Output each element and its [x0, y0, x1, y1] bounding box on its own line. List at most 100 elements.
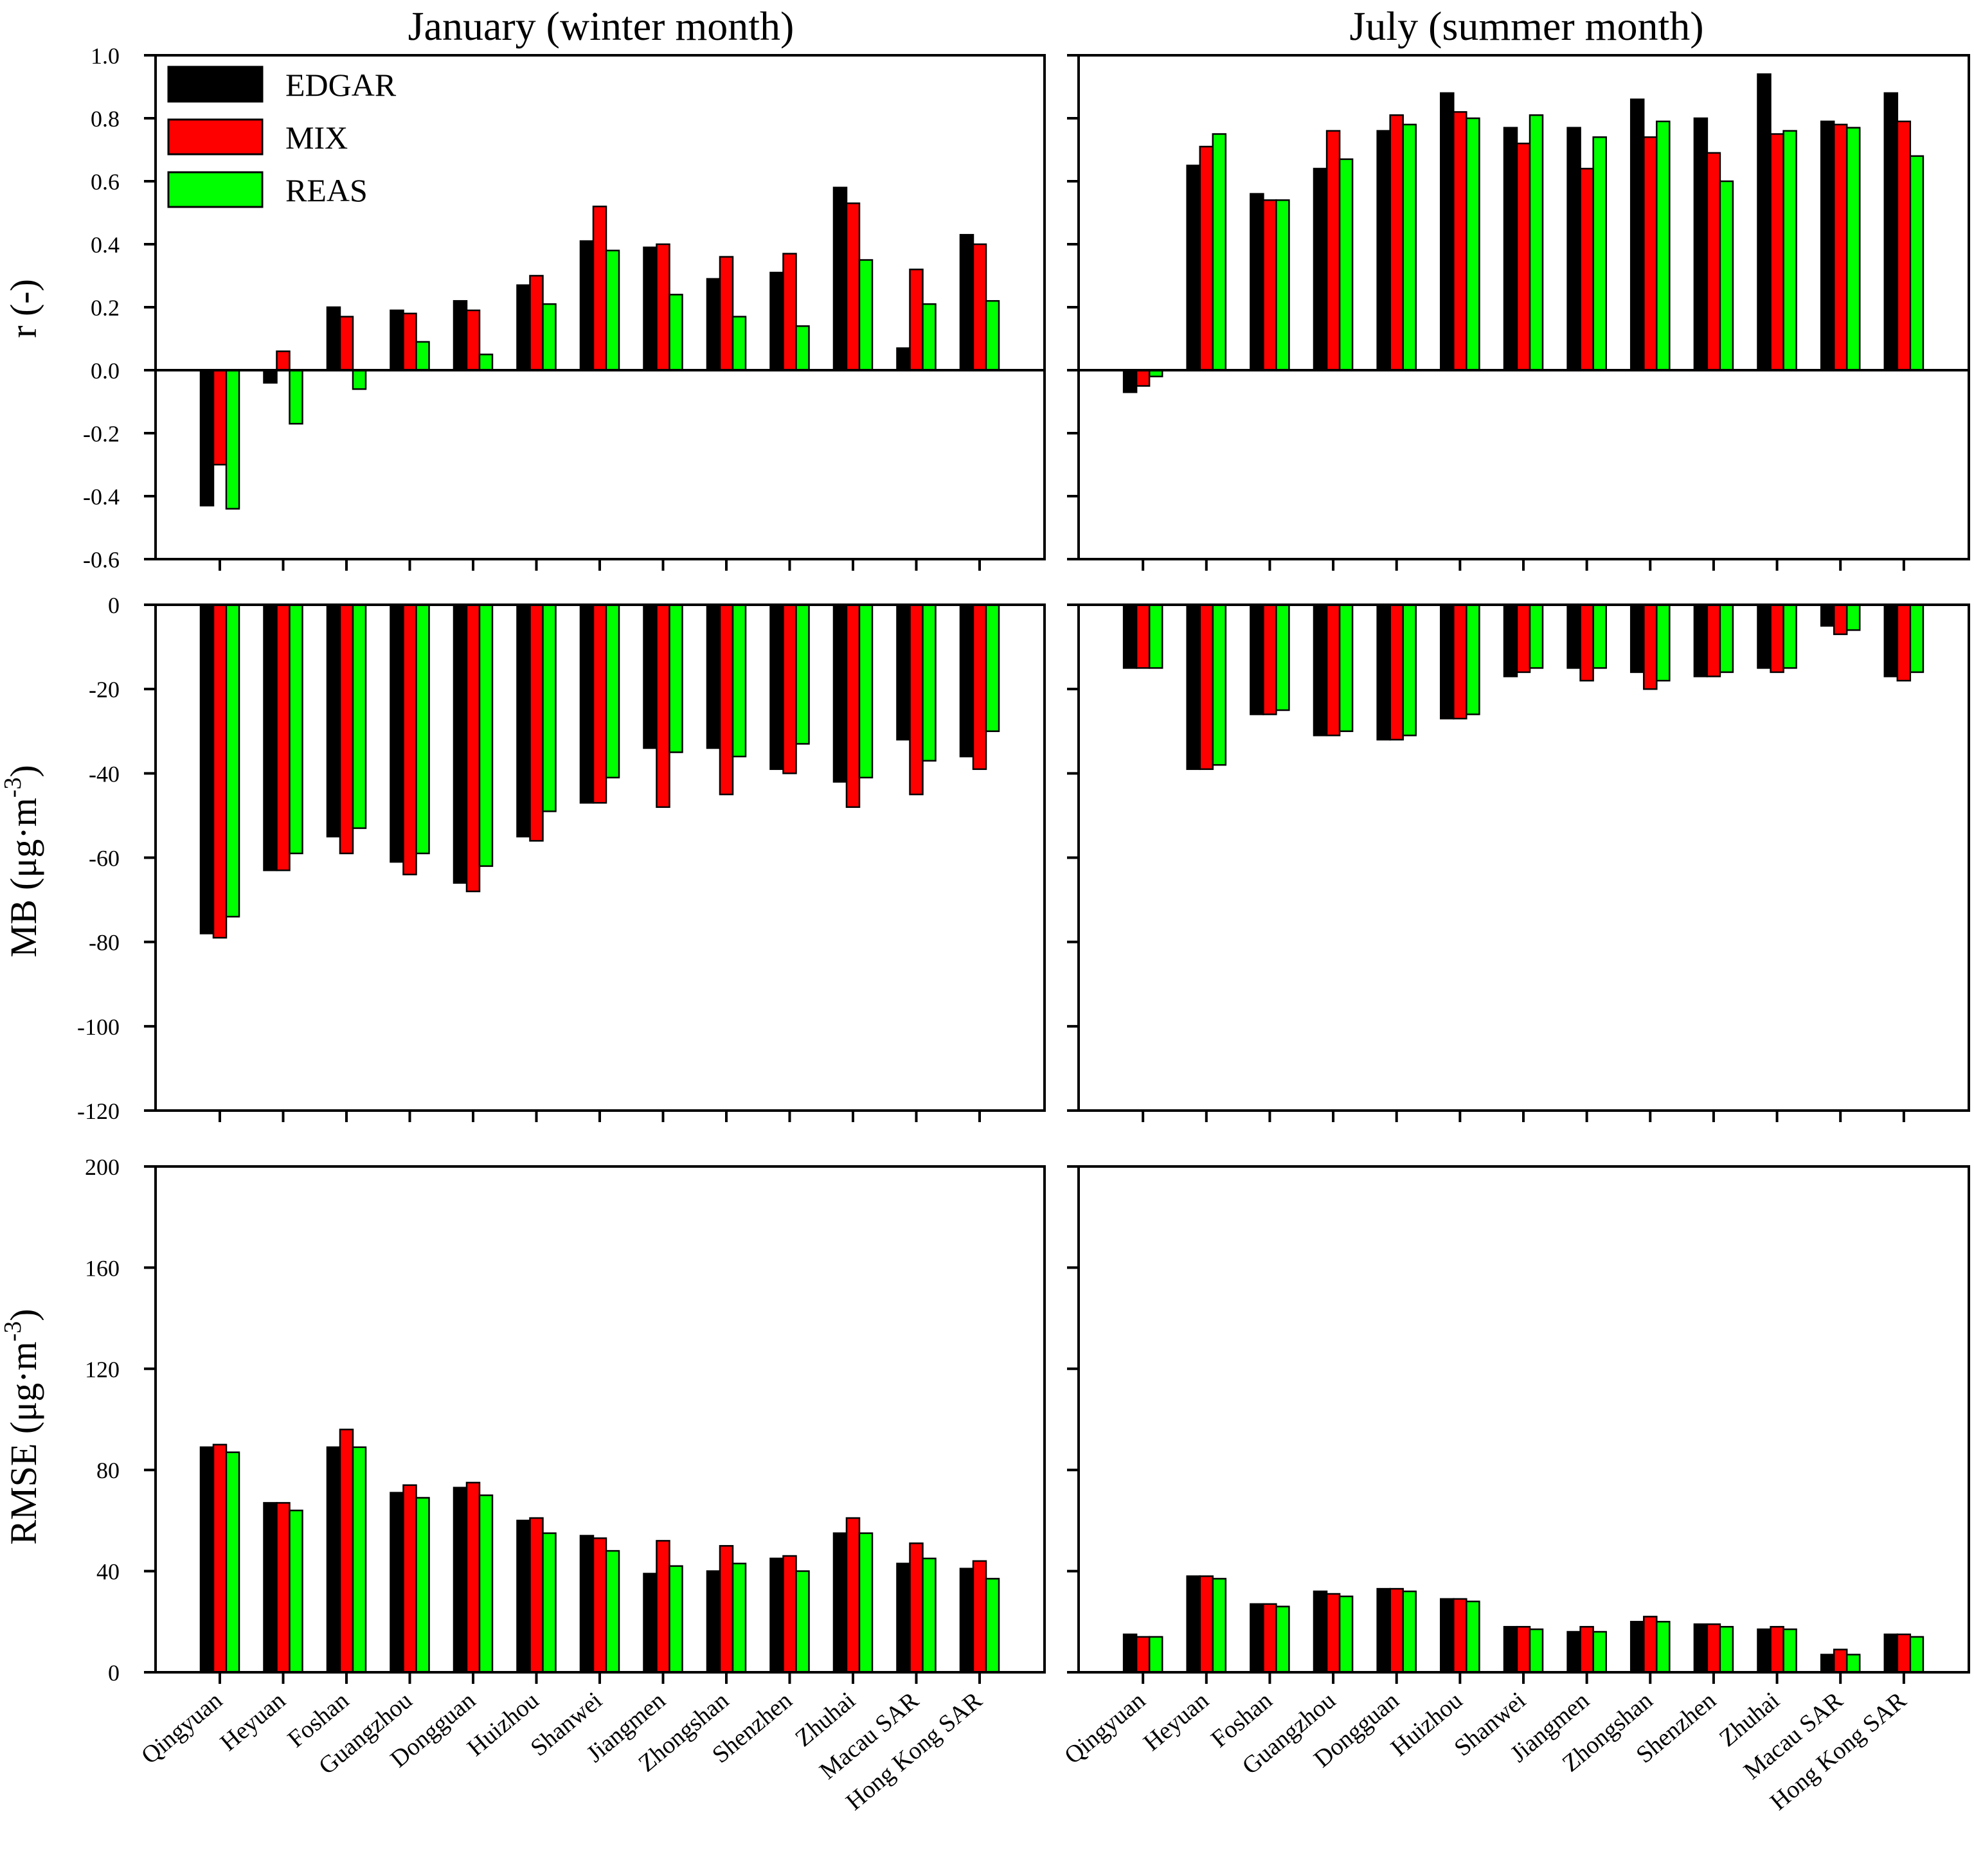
y-tick-label: 0.4 — [91, 232, 120, 258]
bar-reas-jiangmen — [1592, 1630, 1607, 1674]
bar-mix-heyuan — [276, 603, 291, 871]
bar-mix-huizhou — [1453, 1598, 1467, 1674]
bar-edgar-shenzhen — [1693, 1623, 1709, 1674]
bar-edgar-huizhou — [1440, 1598, 1455, 1674]
bar-reas-hong-kong-sar — [1909, 1636, 1925, 1674]
bar-mix-dongguan — [465, 603, 481, 893]
bar-mix-hong-kong-sar — [972, 603, 987, 771]
y-tick-label: 0 — [108, 1660, 120, 1686]
ylabel-rmse-close: ) — [3, 1309, 44, 1321]
y-tick-label: 160 — [85, 1255, 120, 1281]
ylabel-mb-close: ) — [3, 765, 44, 777]
bar-edgar-macau-sar — [896, 603, 911, 741]
bar-mix-shanwei — [1516, 142, 1531, 371]
bar-edgar-heyuan — [263, 369, 278, 384]
bar-mix-shanwei — [592, 205, 607, 371]
bar-reas-zhongshan — [1656, 1621, 1671, 1674]
bar-reas-heyuan — [1212, 603, 1227, 766]
bar-reas-qingyuan — [225, 369, 240, 510]
bar-edgar-zhongshan — [706, 278, 721, 371]
bar-reas-jiangmen — [668, 1565, 683, 1674]
bar-mix-macau-sar — [1833, 1648, 1848, 1674]
bar-edgar-dongguan — [453, 1487, 468, 1674]
bar-mix-zhuhai — [845, 202, 861, 371]
category-label-qingyuan: Qingyuan — [136, 1687, 228, 1770]
bar-mix-heyuan — [276, 1502, 291, 1674]
bar-reas-zhongshan — [731, 603, 747, 758]
bar-mix-heyuan — [1199, 603, 1214, 771]
y-tick-label: 0.8 — [91, 106, 120, 132]
bar-edgar-zhongshan — [1629, 603, 1645, 674]
bar-reas-macau-sar — [1845, 127, 1861, 371]
bar-edgar-huizhou — [516, 603, 531, 837]
bar-mix-hong-kong-sar — [1896, 120, 1912, 371]
bar-mix-shenzhen — [782, 603, 797, 774]
bar-edgar-hong-kong-sar — [959, 603, 974, 758]
bar-reas-heyuan — [289, 369, 303, 425]
bar-edgar-dongguan — [1376, 603, 1391, 741]
y-tick-label: 40 — [96, 1559, 120, 1585]
bar-mix-zhongshan — [1643, 1616, 1658, 1674]
bar-mix-foshan — [1262, 1603, 1277, 1674]
bar-reas-dongguan — [478, 353, 494, 371]
bar-edgar-heyuan — [1186, 1575, 1201, 1674]
bar-reas-macau-sar — [1845, 603, 1861, 631]
bar-edgar-dongguan — [1376, 130, 1391, 371]
bar-mix-macau-sar — [909, 1542, 924, 1674]
bar-reas-qingyuan — [1148, 1636, 1163, 1674]
bar-reas-shenzhen — [1719, 180, 1734, 371]
ylabel-rmse-main: RMSE (μg·m — [3, 1341, 44, 1544]
bar-edgar-jiangmen — [1566, 1630, 1581, 1674]
bar-mix-foshan — [339, 603, 354, 855]
bar-reas-hong-kong-sar — [985, 299, 1000, 371]
ylabel-mb-superscript: -3 — [0, 778, 26, 798]
bar-edgar-hong-kong-sar — [959, 234, 974, 371]
bar-mix-jiangmen — [656, 603, 670, 808]
bar-reas-hong-kong-sar — [985, 1578, 1000, 1674]
bar-reas-heyuan — [289, 1509, 303, 1674]
bar-reas-heyuan — [1212, 1578, 1227, 1674]
category-labels-right: QingyuanHeyuanFoshanGuangzhouDongguanHui… — [1059, 1686, 1912, 1816]
bar-edgar-qingyuan — [1122, 603, 1138, 669]
bar-edgar-guangzhou — [390, 1492, 404, 1674]
bar-mix-shenzhen — [1706, 1623, 1721, 1674]
bar-edgar-guangzhou — [390, 603, 404, 863]
bar-mix-zhongshan — [1643, 603, 1658, 690]
y-tick-label: -0.6 — [83, 547, 120, 573]
bar-edgar-shanwei — [1503, 603, 1518, 677]
bar-edgar-qingyuan — [1122, 1633, 1138, 1674]
bar-reas-zhuhai — [858, 603, 874, 779]
ylabel-rmse-superscript: -3 — [0, 1321, 26, 1342]
bar-reas-heyuan — [289, 603, 303, 855]
y-tick-label: -0.4 — [83, 484, 120, 510]
bar-reas-shanwei — [1529, 603, 1544, 669]
bar-edgar-qingyuan — [199, 369, 215, 506]
bar-reas-zhongshan — [1656, 603, 1671, 682]
bar-reas-shanwei — [1529, 1628, 1544, 1674]
bar-mix-foshan — [339, 316, 354, 371]
bar-edgar-zhongshan — [706, 603, 721, 749]
bar-edgar-zhuhai — [832, 603, 848, 783]
bar-edgar-foshan — [1250, 1603, 1264, 1674]
bar-mix-shenzhen — [782, 253, 797, 371]
bar-mix-zhongshan — [719, 603, 734, 796]
bar-reas-foshan — [1275, 199, 1290, 371]
bar-mix-hong-kong-sar — [1896, 1633, 1912, 1674]
bar-edgar-macau-sar — [896, 347, 911, 371]
bar-reas-hong-kong-sar — [985, 603, 1000, 733]
bar-mix-macau-sar — [1833, 123, 1848, 371]
bar-mix-heyuan — [1199, 1575, 1214, 1674]
bar-edgar-hong-kong-sar — [1883, 603, 1899, 677]
bar-mix-hong-kong-sar — [972, 1560, 987, 1674]
bar-edgar-zhuhai — [1757, 603, 1772, 669]
bar-mix-shanwei — [592, 603, 607, 804]
y-tick-label: 120 — [85, 1357, 120, 1382]
bar-mix-huizhou — [1453, 111, 1467, 371]
y-tick-label: -120 — [77, 1098, 120, 1124]
bar-mix-foshan — [339, 1428, 354, 1674]
ylabel-mb-main: MB (μg·m — [3, 798, 44, 958]
bar-mix-huizhou — [529, 274, 544, 371]
bar-edgar-shanwei — [579, 240, 595, 371]
bar-edgar-zhuhai — [1757, 1628, 1772, 1674]
